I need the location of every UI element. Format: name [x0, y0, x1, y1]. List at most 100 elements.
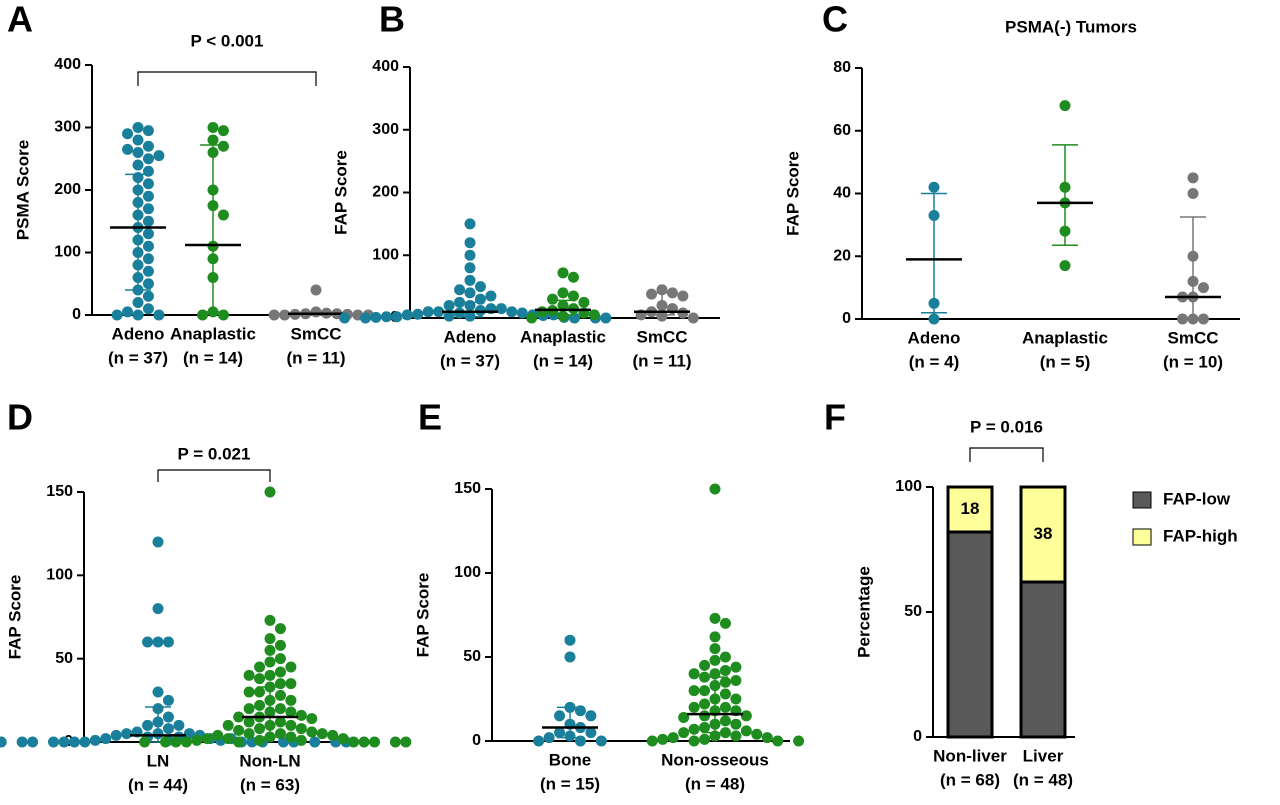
data-point	[543, 732, 555, 744]
data-point	[233, 724, 245, 736]
data-point	[688, 685, 700, 697]
data-point	[243, 703, 255, 715]
data-point	[567, 290, 579, 302]
data-point	[142, 636, 154, 648]
data-point	[772, 735, 784, 747]
data-point	[233, 736, 245, 748]
data-point	[142, 265, 154, 277]
y-axis-label: FAP Score	[413, 573, 432, 658]
data-point	[142, 140, 154, 152]
annotation: P < 0.001	[191, 31, 264, 50]
data-point	[274, 703, 286, 715]
data-point	[709, 631, 721, 643]
n-label: (n = 4)	[909, 352, 960, 371]
category-label: LN	[147, 751, 170, 770]
data-point	[274, 623, 286, 635]
data-point	[162, 711, 174, 723]
data-point	[162, 636, 174, 648]
data-point	[677, 307, 689, 319]
data-point	[474, 281, 486, 293]
data-point	[688, 668, 700, 680]
data-point	[422, 306, 434, 318]
data-point	[699, 698, 711, 710]
panel-label: B	[379, 0, 405, 40]
data-point	[554, 710, 566, 722]
y-tick-label: 100	[895, 478, 922, 495]
data-point	[243, 686, 255, 698]
y-tick-label: 150	[454, 480, 481, 497]
n-label: (n = 11)	[632, 351, 691, 370]
data-point	[719, 676, 731, 688]
data-point	[191, 734, 203, 746]
data-point	[217, 125, 229, 137]
y-tick-label: 100	[372, 246, 399, 263]
data-point	[152, 536, 164, 548]
n-label: (n = 37)	[440, 351, 500, 370]
data-point	[153, 309, 165, 321]
data-point	[401, 309, 413, 321]
data-point	[111, 309, 123, 321]
data-point	[243, 728, 255, 740]
category-label: Anaplastic	[1022, 328, 1108, 347]
panel-label: A	[7, 0, 33, 40]
data-point	[58, 736, 70, 748]
data-point	[217, 209, 229, 221]
y-tick-label: 60	[833, 122, 851, 139]
category-label: Liver	[1023, 746, 1064, 765]
data-point	[217, 140, 229, 152]
data-point	[709, 654, 721, 666]
data-point	[793, 735, 805, 747]
y-tick-label: 100	[54, 244, 81, 261]
data-point	[285, 661, 297, 673]
data-point	[285, 694, 297, 706]
category-label: Adeno	[112, 324, 165, 343]
data-point	[370, 311, 382, 323]
data-point	[89, 734, 101, 746]
data-point	[657, 733, 669, 745]
data-point	[264, 656, 276, 668]
data-point	[254, 723, 266, 735]
data-point	[557, 267, 569, 279]
data-point	[295, 723, 307, 735]
data-point	[585, 727, 597, 739]
data-point	[761, 732, 773, 744]
data-point	[132, 134, 144, 146]
data-point	[730, 693, 742, 705]
data-label: 18	[961, 499, 980, 518]
data-point	[454, 284, 466, 296]
data-point	[709, 612, 721, 624]
data-point	[254, 686, 266, 698]
data-point	[160, 736, 171, 748]
data-point	[142, 190, 154, 202]
data-point	[506, 306, 518, 318]
data-point	[222, 733, 234, 745]
data-point	[719, 701, 731, 713]
data-point	[389, 736, 401, 748]
y-tick-label: 200	[372, 184, 399, 201]
category-label: Anaplastic	[170, 324, 256, 343]
data-point	[142, 253, 154, 265]
n-label: (n = 15)	[540, 774, 600, 793]
data-point	[678, 711, 690, 723]
panel-label: F	[824, 397, 846, 438]
category-label: Bone	[549, 750, 592, 769]
data-point	[1197, 282, 1209, 294]
data-point	[928, 181, 940, 193]
data-point	[400, 736, 412, 748]
y-tick-label: 80	[833, 59, 851, 76]
data-point	[730, 675, 742, 687]
data-point	[142, 290, 154, 302]
data-point	[688, 723, 700, 735]
y-tick-label: 300	[54, 119, 81, 136]
data-point	[536, 306, 548, 318]
n-label: (n = 44)	[128, 775, 188, 794]
data-point	[526, 312, 538, 324]
data-label: 38	[1034, 524, 1053, 543]
data-point	[68, 736, 80, 748]
data-point	[730, 718, 742, 730]
data-point	[16, 736, 28, 748]
y-tick-label: 20	[833, 247, 851, 264]
category-label: SmCC	[1167, 328, 1218, 347]
data-point	[485, 290, 497, 302]
